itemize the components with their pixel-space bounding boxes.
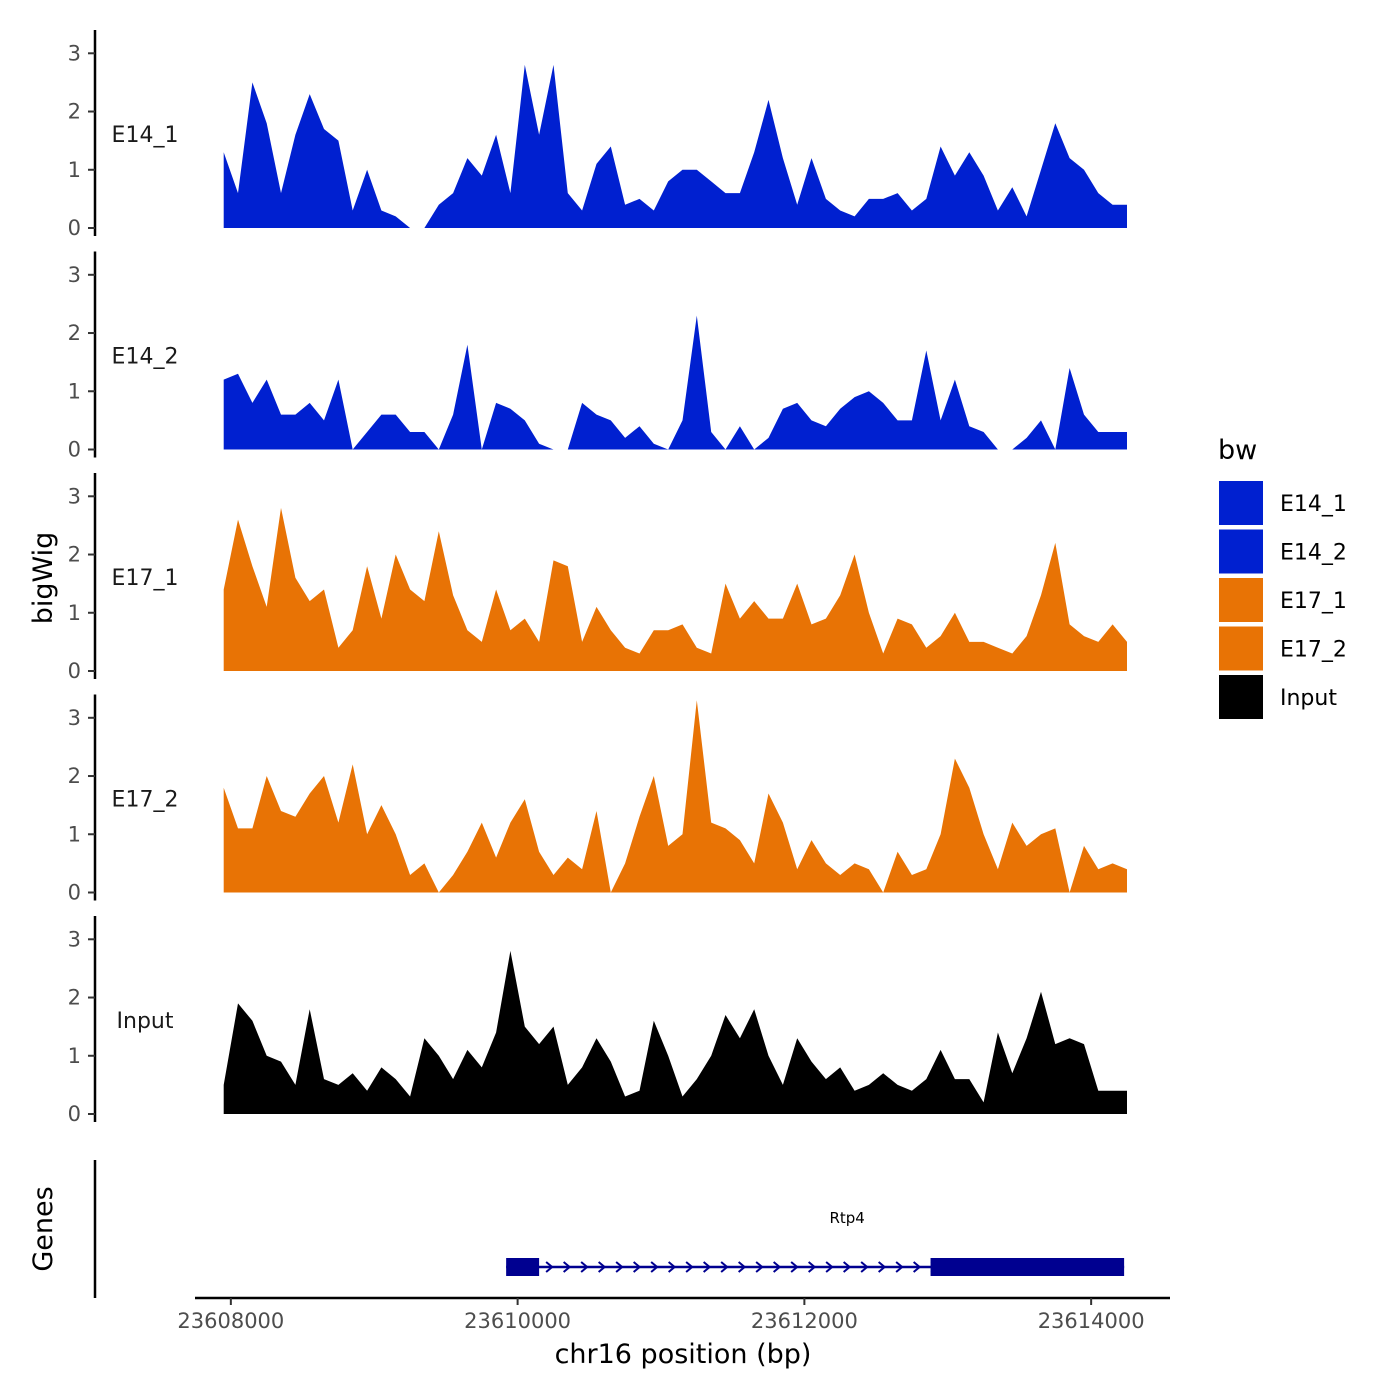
strand-arrow (807, 1261, 817, 1273)
track-e14-1: 0 1 2 3 E14_1 (68, 30, 1127, 240)
exon-block (506, 1258, 540, 1276)
legend-label: E17_2 (1280, 638, 1347, 663)
strand-arrow (912, 1261, 922, 1273)
x-axis: 23608000 23610000 23612000 23614000 (177, 1296, 1170, 1333)
y-tick-label: 1 (68, 822, 81, 846)
legend-swatch (1219, 578, 1263, 622)
y-tick-label: 3 (68, 263, 81, 287)
legend-swatch (1219, 529, 1263, 574)
legend-swatch (1219, 481, 1263, 525)
x-tick-label: 23610000 (464, 1309, 571, 1333)
strand-arrow (772, 1261, 782, 1273)
y-tick-label: 1 (68, 158, 81, 182)
track-label: E17_2 (112, 788, 179, 813)
gene-name-label: Rtp4 (829, 1209, 864, 1227)
strand-arrow (685, 1261, 694, 1273)
y-axis-title: bigWig (28, 532, 59, 625)
strand-arrow (597, 1261, 607, 1273)
y-tick-label: 0 (68, 1102, 81, 1126)
y-tick-label: 2 (68, 543, 81, 567)
exon-block (930, 1258, 1125, 1276)
track-input: 0 1 2 3 Input (68, 916, 1127, 1126)
y-tick-label: 2 (68, 986, 81, 1010)
strand-arrow (615, 1261, 624, 1273)
genes-track: Genes Rtp4 (28, 1160, 1125, 1298)
strand-arrow (877, 1261, 887, 1273)
legend-label: Input (1280, 686, 1337, 711)
legend-label: E17_1 (1280, 589, 1347, 614)
strand-arrow (720, 1261, 729, 1273)
y-tick-label: 3 (68, 484, 81, 508)
y-tick-label: 3 (68, 927, 81, 951)
strand-arrow (702, 1261, 712, 1273)
legend-swatch (1219, 626, 1263, 671)
legend-label: E14_1 (1280, 492, 1347, 517)
strand-arrow (580, 1261, 589, 1273)
x-tick-label: 23614000 (1038, 1309, 1145, 1333)
coverage-tracks: 0 1 2 3 E14_1 0 1 2 3 E14_2 0 1 2 3 E17_1 0 1 2 3 E17_2 0 1 2 3… (68, 30, 1127, 1126)
track-label: E17_1 (112, 566, 179, 591)
track-e17-2: 0 1 2 3 E17_2 (68, 694, 1127, 905)
area-e17-1 (223, 507, 1127, 671)
strand-arrow (545, 1261, 554, 1273)
strand-arrow (790, 1261, 799, 1273)
x-tick-label: 23612000 (751, 1309, 858, 1333)
y-tick-label: 0 (68, 438, 81, 462)
strand-arrow (650, 1261, 659, 1273)
y-tick-label: 3 (68, 706, 81, 730)
track-label: Input (117, 1009, 174, 1034)
y-tick-label: 0 (68, 216, 81, 240)
strand-arrow (895, 1261, 904, 1273)
y-tick-label: 0 (68, 881, 81, 905)
strand-arrow (755, 1261, 764, 1273)
genes-track-label: Genes (28, 1186, 59, 1271)
x-tick-label: 23608000 (177, 1309, 284, 1333)
track-label: E14_2 (112, 345, 179, 370)
y-tick-label: 1 (68, 601, 81, 625)
strand-arrow (667, 1261, 677, 1273)
strand-arrow (562, 1261, 572, 1273)
y-tick-label: 3 (68, 41, 81, 65)
y-tick-label: 2 (68, 764, 81, 788)
area-e17-2 (223, 700, 1127, 893)
y-tick-label: 1 (68, 1044, 81, 1068)
strand-arrow (860, 1261, 869, 1273)
strand-arrow (737, 1261, 747, 1273)
x-axis-title: chr16 position (bp) (555, 1339, 812, 1370)
y-tick-label: 0 (68, 659, 81, 683)
strand-arrow (842, 1261, 852, 1273)
track-e14-2: 0 1 2 3 E14_2 (68, 251, 1127, 462)
y-tick-label: 2 (68, 100, 81, 124)
strand-arrow (825, 1261, 834, 1273)
legend-swatch (1219, 675, 1263, 719)
legend-label: E14_2 (1280, 541, 1347, 566)
legend-title: bw (1218, 435, 1257, 466)
legend: bw E14_1 E14_2 E17_1 E17_2 Input (1218, 435, 1347, 719)
area-e14-2 (223, 315, 1127, 450)
strand-arrow (632, 1261, 642, 1273)
y-tick-label: 1 (68, 379, 81, 403)
area-e14-1 (223, 64, 1127, 229)
track-label: E14_1 (112, 123, 179, 148)
track-e17-1: 0 1 2 3 E17_1 (68, 473, 1127, 683)
area-input (223, 950, 1127, 1114)
y-tick-label: 2 (68, 321, 81, 345)
